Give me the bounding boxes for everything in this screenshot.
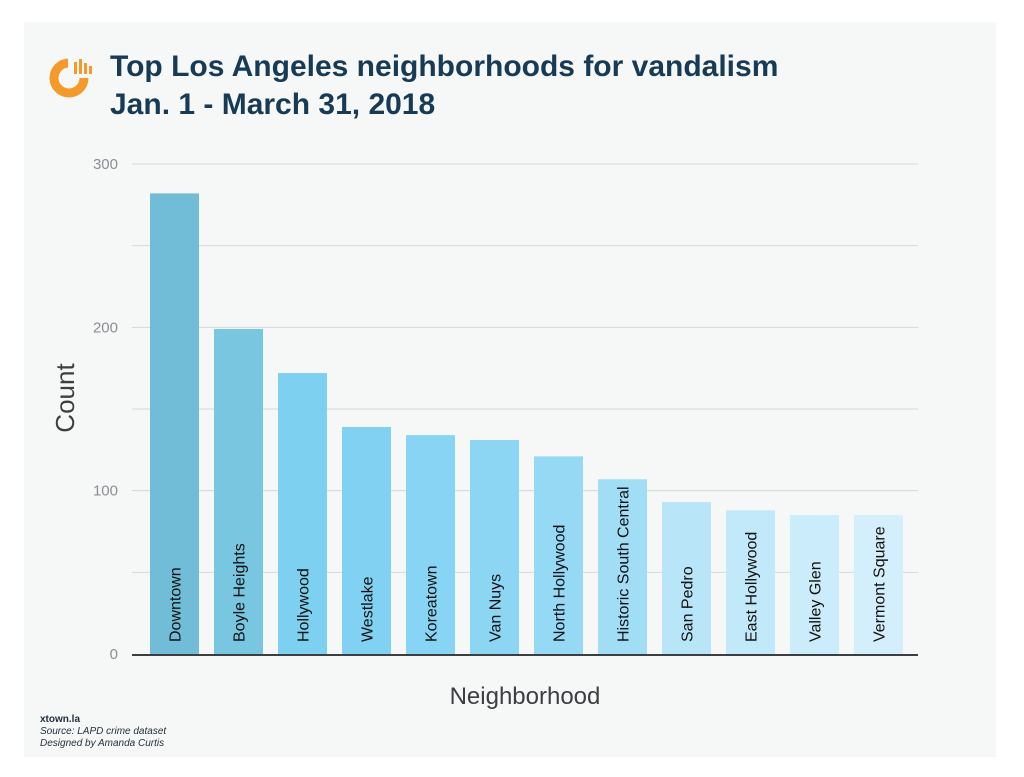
bar-label: North Hollywood: [552, 525, 569, 642]
y-axis-title: Count: [50, 363, 80, 433]
bar-label: Hollywood: [296, 568, 313, 642]
bar: [150, 193, 199, 654]
bar-label: Koreatown: [424, 566, 441, 643]
x-axis-title: Neighborhood: [450, 683, 601, 710]
bar: [406, 435, 455, 654]
bar-label: San Pedro: [680, 566, 697, 642]
bar: [342, 426, 391, 654]
bar-label: Boyle Heights: [232, 543, 249, 642]
bar-label: Westlake: [360, 576, 377, 642]
title-line-1: Top Los Angeles neighborhoods for vandal…: [110, 50, 779, 83]
bar: [790, 515, 839, 654]
bar: [598, 479, 647, 654]
y-tick-label: 100: [93, 483, 118, 500]
y-tick-label: 300: [93, 156, 118, 173]
footer-designer: Designed by Amanda Curtis: [40, 738, 165, 749]
crosstown-logo-icon: [49, 58, 94, 98]
bar: [534, 456, 583, 654]
bar: [726, 510, 775, 654]
bar-label: Valley Glen: [808, 561, 825, 642]
chart-title: Top Los Angeles neighborhoods for vandal…: [110, 48, 778, 124]
bar-label: Van Nuys: [488, 574, 505, 642]
title-line-2: Jan. 1 - March 31, 2018: [110, 88, 436, 121]
footer: xtown.la Source: LAPD crime dataset Desi…: [40, 714, 166, 750]
bar-label: Vermont Square: [872, 526, 889, 642]
bar: [470, 440, 519, 654]
bar: [854, 515, 903, 654]
bar-label: Historic South Central: [616, 486, 633, 642]
footer-source: Source: LAPD crime dataset: [40, 726, 167, 737]
bar: [214, 328, 263, 654]
y-tick-label: 200: [93, 319, 118, 336]
bar: [278, 373, 327, 654]
bar: [662, 502, 711, 654]
y-tick-label: 0: [110, 646, 118, 663]
bar-label: Downtown: [168, 567, 185, 642]
bar-label: East Hollywood: [744, 532, 761, 642]
footer-brand: xtown.la: [40, 714, 81, 725]
